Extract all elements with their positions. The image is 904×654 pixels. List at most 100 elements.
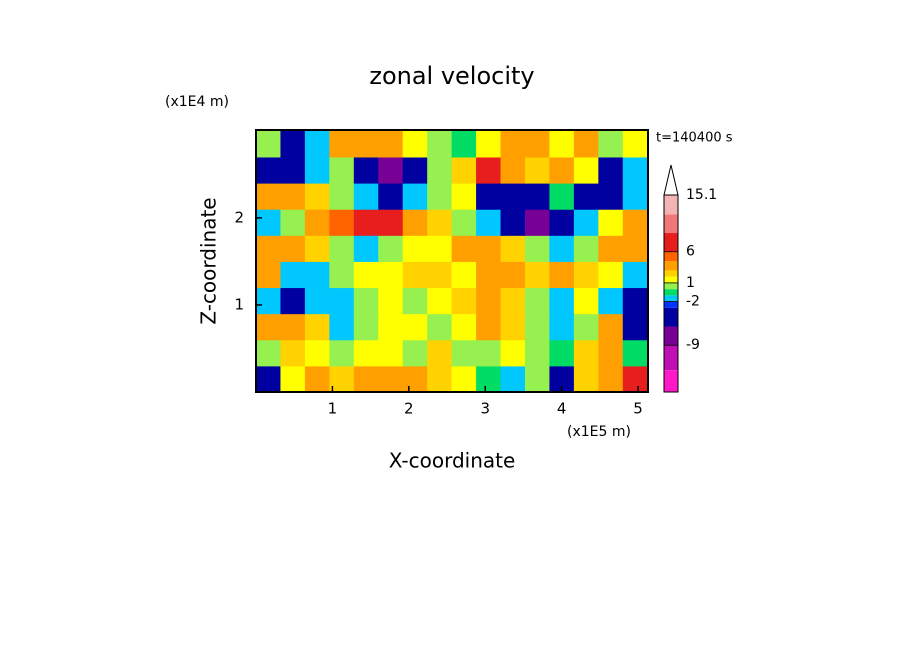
field-cell [622,287,648,315]
field-cell [549,313,575,341]
field-cell [598,130,624,158]
field-cell [402,339,428,367]
field-cell [476,235,502,262]
field-cell [524,365,550,392]
field-cell [353,261,379,289]
field-cell [329,183,355,210]
field-cell [524,287,550,315]
field-cell [622,365,648,392]
field-cell [549,183,575,210]
x-axis-label: X-coordinate [389,449,516,473]
field-cell [280,261,306,289]
field-cell [524,130,550,158]
field-cell [280,156,306,184]
field-cell [402,261,428,289]
field-cell [622,130,648,158]
field-cell [524,313,550,341]
field-cell [598,261,624,289]
field-cell [524,209,550,236]
field-cell [524,156,550,184]
colorbar-segment [664,301,678,308]
field-cell [402,183,428,210]
field-cell [427,313,453,341]
field-cell [378,287,404,315]
x-unit: (x1E5 m) [567,424,631,440]
field-cell [329,235,355,262]
field-cell [304,261,330,289]
field-cell [622,313,648,341]
colorbar-tick-label: -9 [686,337,700,353]
field-cell [451,130,477,158]
field-cell [598,339,624,367]
field-cell [476,339,502,367]
field-cell [427,339,453,367]
field-cell [378,209,404,236]
field-cell [378,261,404,289]
chart-title: zonal velocity [369,62,534,90]
field-cell [524,183,550,210]
field-cell [622,235,648,262]
field-cell [451,235,477,262]
field-cell [329,261,355,289]
field-cell [476,130,502,158]
colorbar-tick-label: 6 [686,244,695,260]
field-cell [549,156,575,184]
field-cell [427,130,453,158]
field-cell [451,209,477,236]
field-cell [329,313,355,341]
field-cell [476,183,502,210]
y-unit: (x1E4 m) [165,94,229,110]
field-cell [256,287,281,315]
field-cell [353,156,379,184]
field-cell [622,183,648,210]
field-cell [549,209,575,236]
field-cell [280,287,306,315]
field-cell [378,130,404,158]
field-cell [549,287,575,315]
field-cell [427,183,453,210]
field-cell [622,209,648,236]
field-cell [304,235,330,262]
field-cell [304,313,330,341]
y-tick-label: 2 [234,208,244,226]
field-cell [524,339,550,367]
field-cell [573,261,599,289]
colorbar-segment [664,270,678,277]
field-cell [280,235,306,262]
field-cell [353,365,379,392]
field-cell [427,235,453,262]
time-annotation: t=140400 s [656,131,733,146]
field-cell [500,313,526,341]
x-tick-label: 3 [480,400,490,418]
field-cell [304,130,330,158]
field-cell [402,156,428,184]
field-cell [304,339,330,367]
field-cell [256,313,281,341]
field-cell [378,235,404,262]
y-axis-label: Z-coordinate [197,197,221,324]
field-cell [353,130,379,158]
field-cell [256,365,281,392]
field-cell [402,235,428,262]
colorbar-segment [664,295,678,302]
field-cell [378,313,404,341]
field-cell [378,183,404,210]
colorbar-segment [664,251,678,262]
field-cell [598,287,624,315]
colorbar-segment [664,307,678,327]
field-cell [329,365,355,392]
field-cell [353,287,379,315]
field-cell [329,209,355,236]
field-cell [622,261,648,289]
field-cell [573,156,599,184]
field-cell [573,183,599,210]
field-cell [280,183,306,210]
field-cell [427,261,453,289]
field-cell [573,365,599,392]
field-cell [304,365,330,392]
field-cell [353,339,379,367]
field-cell [598,313,624,341]
field-cell [402,130,428,158]
